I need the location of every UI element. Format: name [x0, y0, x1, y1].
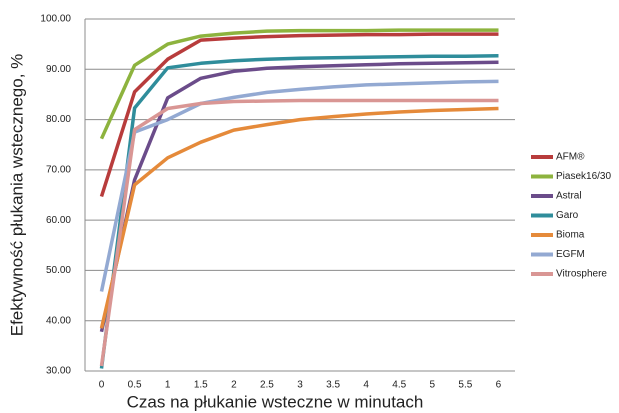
y-tick-label: 100.00	[40, 14, 71, 25]
legend-label: Astral	[556, 191, 582, 202]
legend-label: Bioma	[556, 230, 585, 241]
x-tick-label: 5.5	[458, 380, 472, 391]
x-tick-label: 2.5	[260, 380, 274, 391]
y-tick-label: 30.00	[46, 366, 71, 377]
series-line	[99, 106, 499, 329]
series-line	[99, 53, 499, 369]
legend-label: AFM®	[556, 152, 585, 163]
x-tick-label: 4.5	[392, 380, 406, 391]
y-tick-label: 70.00	[46, 164, 71, 175]
x-tick-label: 0	[99, 380, 105, 391]
y-tick-label: 50.00	[46, 265, 71, 276]
x-tick-label: 4	[363, 380, 369, 391]
series-line	[99, 28, 499, 140]
y-tick-label: 90.00	[46, 64, 71, 75]
series-line	[99, 60, 499, 333]
x-tick-label: 1	[165, 380, 171, 391]
y-tick-label: 80.00	[46, 114, 71, 125]
x-tick-label: 3	[297, 380, 303, 391]
x-tick-label: 1.5	[194, 380, 208, 391]
x-axis-label: Czas na płukanie wsteczne w minutach	[127, 392, 424, 411]
legend-label: Vitrosphere	[556, 269, 607, 280]
legend-label: Piasek16/30	[556, 171, 611, 182]
x-tick-label: 5	[430, 380, 436, 391]
series-line	[99, 98, 499, 367]
x-tick-label: 2	[231, 380, 237, 391]
y-tick-label: 60.00	[46, 215, 71, 226]
legend-label: Garo	[556, 210, 579, 221]
series-line	[99, 79, 499, 292]
y-tick-label: 40.00	[46, 315, 71, 326]
y-axis-label: Efektywność płukania wstecznego, %	[7, 54, 26, 337]
x-tick-label: 6	[496, 380, 502, 391]
legend-label: EGFM	[556, 249, 585, 260]
x-tick-label: 3.5	[326, 380, 340, 391]
x-tick-label: 0.5	[128, 380, 142, 391]
series-line	[99, 32, 499, 198]
